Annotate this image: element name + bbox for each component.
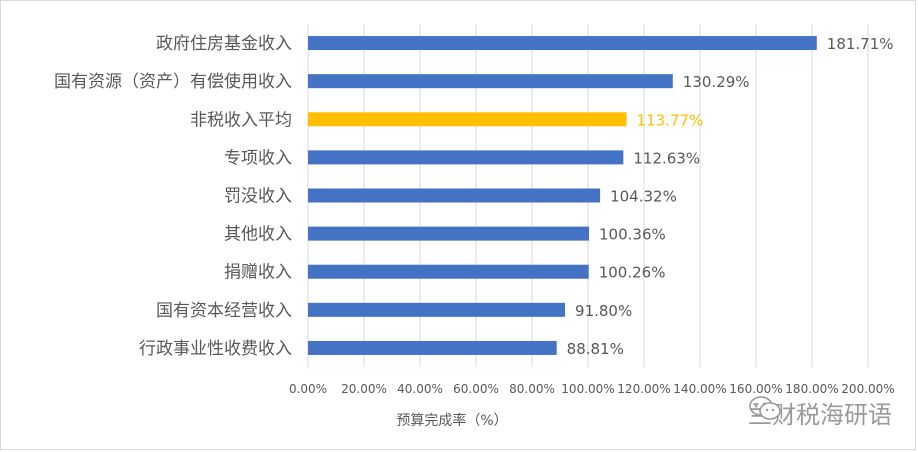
x-tick-label: 140.00%	[673, 382, 726, 396]
value-label: 113.77%	[637, 111, 704, 129]
category-label: 非税收入平均	[190, 110, 292, 130]
value-label: 181.71%	[827, 35, 894, 53]
x-tick-label: 20.00%	[341, 382, 387, 396]
x-tick-label: 60.00%	[453, 382, 499, 396]
category-label: 行政事业性收费收入	[139, 339, 292, 359]
value-label: 88.81%	[567, 340, 624, 358]
category-labels: 政府住房基金收入国有资源（资产）有偿使用收入非税收入平均专项收入罚没收入其他收入…	[54, 34, 292, 359]
value-label: 91.80%	[575, 302, 632, 320]
x-axis-title: 预算完成率（%）	[396, 412, 507, 429]
bar	[308, 150, 624, 165]
x-tick-label: 80.00%	[509, 382, 555, 396]
x-tick-label: 0.00%	[289, 382, 327, 396]
value-labels: 181.71% 130.29% 113.77% 112.63% 104.32% 100.3…	[567, 35, 894, 358]
x-tick-labels: 0.00% 20.00% 40.00% 60.00% 80.00% 100.00% 120.…	[289, 382, 895, 396]
category-label: 捐赠收入	[224, 263, 292, 283]
x-tick-label: 180.00%	[785, 382, 838, 396]
x-tick-label: 200.00%	[841, 382, 894, 396]
wechat-icon	[749, 396, 781, 420]
bar	[308, 36, 817, 51]
bar	[308, 264, 589, 279]
category-label: 国有资源（资产）有偿使用收入	[54, 71, 292, 92]
watermark: 兰财税海研语	[748, 395, 892, 430]
x-tick-label: 160.00%	[729, 382, 782, 396]
x-tick-label: 120.00%	[617, 382, 670, 396]
bar	[308, 74, 673, 89]
category-label: 国有资本经营收入	[156, 301, 292, 321]
x-tick-label: 100.00%	[561, 382, 614, 396]
value-label: 104.32%	[610, 188, 677, 206]
value-label: 100.26%	[599, 264, 666, 282]
bar	[308, 188, 601, 203]
value-label: 112.63%	[633, 149, 700, 167]
bar	[308, 112, 627, 127]
value-label: 130.29%	[683, 73, 750, 91]
bar	[308, 302, 566, 317]
value-label: 100.36%	[599, 226, 666, 244]
x-tick-label: 40.00%	[397, 382, 443, 396]
category-label: 专项收入	[224, 148, 292, 168]
category-label: 政府住房基金收入	[156, 34, 292, 54]
bars	[308, 36, 817, 355]
bar	[308, 340, 557, 355]
category-label: 其他收入	[224, 225, 292, 245]
category-label: 罚没收入	[224, 187, 292, 207]
bar	[308, 226, 590, 241]
